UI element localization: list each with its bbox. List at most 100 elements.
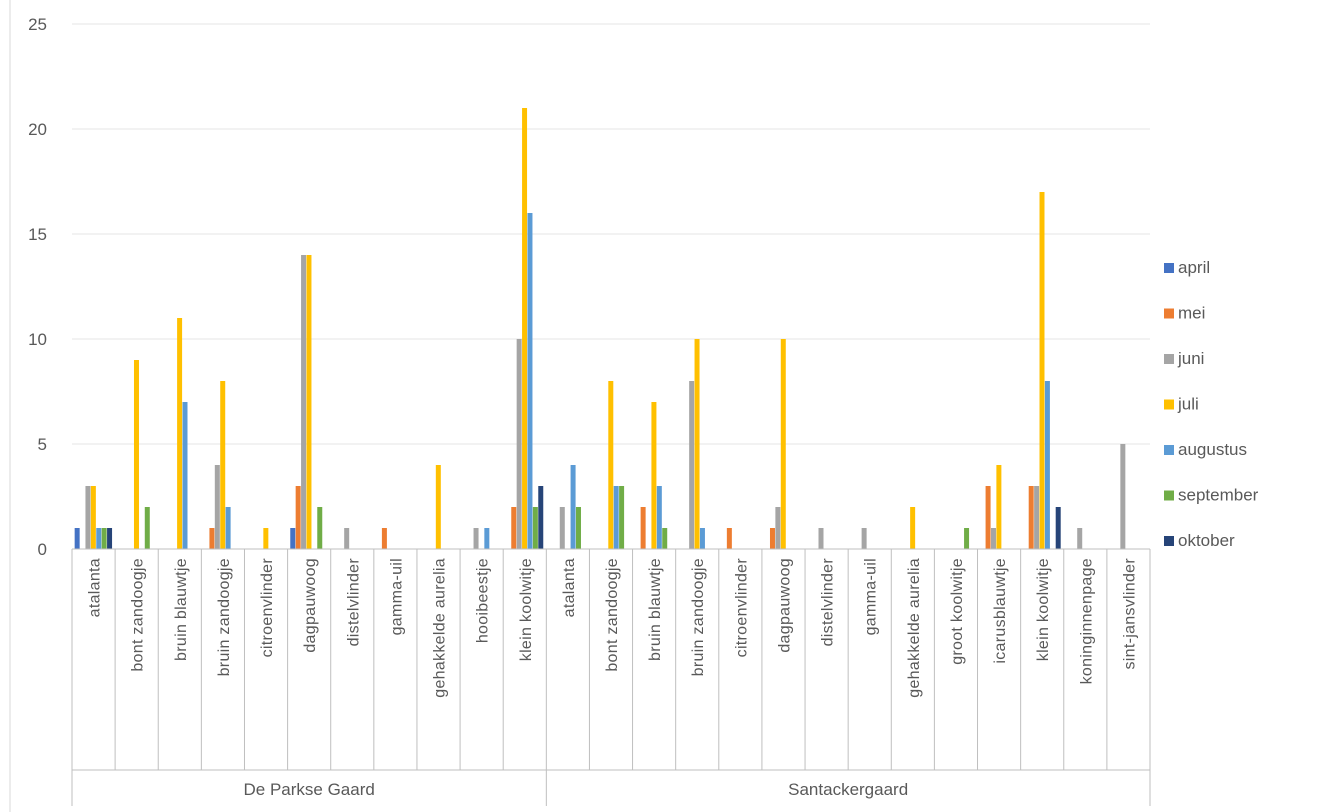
bar-augustus-hooibeestje: [484, 528, 490, 549]
y-tick-label: 5: [38, 435, 47, 454]
bar-september-bont-zandoogje: [144, 507, 150, 549]
category-label: bruin zandoogje: [690, 558, 707, 676]
bar-juni-gamma-uil: [861, 528, 867, 549]
bar-juni-sint-jansvlinder: [1120, 444, 1126, 549]
category-label: atalanta: [87, 558, 104, 617]
bar-juni-distelvlinder: [818, 528, 824, 549]
group-label: Santackergaard: [788, 780, 908, 799]
bar-oktober-klein-koolwitje: [538, 486, 544, 549]
category-label: gamma-uil: [863, 558, 880, 635]
legend-label-april: april: [1178, 258, 1210, 277]
bar-september-groot-koolwitje: [964, 528, 970, 549]
category-label: citroenvlinder: [733, 558, 750, 658]
legend-swatch-mei: [1164, 308, 1174, 319]
bar-juni-hooibeestje: [473, 528, 479, 549]
group-label: De Parkse Gaard: [243, 780, 374, 799]
category-label: bruin zandoogje: [216, 558, 233, 676]
bar-juli-klein-koolwitje: [522, 108, 528, 549]
bar-juni-atalanta: [559, 507, 565, 549]
bar-juni-dagpauwoog: [775, 507, 781, 549]
bar-augustus-bruin-blauwtje: [656, 486, 662, 549]
category-label: bruin blauwtje: [173, 558, 190, 661]
legend-swatch-april: [1164, 263, 1174, 273]
category-label: bont zandoogje: [604, 558, 621, 672]
bar-juli-icarusblauwtje: [996, 465, 1002, 549]
bar-september-atalanta: [101, 528, 107, 549]
bar-juni-bruin-zandoogje: [214, 465, 220, 549]
bar-augustus-klein-koolwitje: [1044, 381, 1050, 549]
category-label: sint-jansvlinder: [1121, 558, 1138, 670]
bar-augustus-bruin-zandoogje: [699, 528, 705, 549]
bar-juli-bruin-blauwtje: [651, 402, 657, 549]
bar-juli-klein-koolwitje: [1039, 192, 1045, 549]
legend-label-oktober: oktober: [1178, 531, 1235, 550]
y-axis: 0 5 10 15 20 25: [28, 15, 47, 559]
bar-augustus-bruin-zandoogje: [225, 507, 231, 549]
bar-september-klein-koolwitje: [532, 507, 538, 549]
bar-mei-bruin-blauwtje: [640, 507, 646, 549]
x-axis: atalanta bont zandoogje bruin blauwtje brui…: [71, 548, 1151, 806]
category-label: bruin blauwtje: [647, 558, 664, 661]
category-label: dagpauwoog: [302, 558, 319, 653]
bar-juli-bont-zandoogje: [608, 381, 614, 549]
bar-juli-dagpauwoog: [306, 255, 312, 549]
legend-label-juli: juli: [1177, 395, 1199, 414]
bar-juni-distelvlinder: [344, 528, 350, 549]
gridlines: [9, 0, 1150, 812]
category-label: dagpauwoog: [776, 558, 793, 653]
category-label: klein koolwitje: [518, 558, 535, 661]
bar-juli-gehakkelde-aurelia: [435, 465, 441, 549]
legend-swatch-juni: [1164, 354, 1174, 364]
bar-mei-icarusblauwtje: [985, 486, 991, 549]
bar-juli-gehakkelde-aurelia: [910, 507, 916, 549]
bar-juni-icarusblauwtje: [990, 528, 996, 549]
bar-september-dagpauwoog: [317, 507, 323, 549]
bar-augustus-klein-koolwitje: [527, 213, 533, 549]
bar-juli-bruin-zandoogje: [694, 339, 700, 549]
legend-swatch-juli: [1164, 399, 1174, 410]
bar-juli-dagpauwoog: [780, 339, 786, 549]
legend-label-juni: juni: [1177, 349, 1204, 368]
bar-september-bont-zandoogje: [619, 486, 625, 549]
category-label: hooibeestje: [475, 558, 492, 643]
category-label: atalanta: [561, 558, 578, 617]
category-label: bont zandoogje: [130, 558, 147, 672]
bar-augustus-bruin-blauwtje: [182, 402, 188, 549]
bar-mei-dagpauwoog: [295, 486, 301, 549]
legend-label-mei: mei: [1178, 304, 1205, 323]
bar-augustus-atalanta: [570, 465, 576, 549]
bar-juni-bruin-zandoogje: [689, 381, 695, 549]
bar-juli-atalanta: [90, 486, 96, 549]
category-label: icarusblauwtje: [992, 558, 1009, 664]
bar-juni-dagpauwoog: [301, 255, 307, 549]
category-label: gehakkelde aurelia: [906, 558, 923, 698]
legend: april mei juni juli augustus september oktober: [1164, 258, 1259, 550]
bar-april-dagpauwoog: [290, 528, 296, 549]
y-tick-label: 0: [38, 540, 47, 559]
category-label: groot koolwitje: [949, 558, 966, 665]
bar-juni-klein-koolwitje: [516, 339, 522, 549]
category-label: distelvlinder: [820, 558, 837, 647]
bar-september-bruin-blauwtje: [662, 528, 668, 549]
y-tick-label: 25: [28, 15, 47, 34]
legend-label-augustus: augustus: [1178, 440, 1247, 459]
legend-swatch-oktober: [1164, 536, 1174, 546]
y-tick-label: 20: [28, 120, 47, 139]
category-label: citroenvlinder: [259, 558, 276, 658]
bar-juli-bont-zandoogje: [133, 360, 139, 549]
bar-april-atalanta: [74, 528, 80, 549]
category-label: klein koolwitje: [1035, 558, 1052, 661]
y-tick-label: 15: [28, 225, 47, 244]
bar-mei-klein-koolwitje: [511, 507, 517, 549]
bar-juli-bruin-blauwtje: [177, 318, 183, 549]
bar-mei-klein-koolwitje: [1028, 486, 1034, 549]
bar-mei-gamma-uil: [381, 528, 387, 549]
legend-label-september: september: [1178, 486, 1259, 505]
legend-swatch-augustus: [1164, 445, 1174, 455]
legend-swatch-september: [1164, 490, 1174, 501]
category-label: distelvlinder: [345, 558, 362, 647]
category-label: gehakkelde aurelia: [432, 558, 449, 698]
bar-juni-koninginnenpage: [1077, 528, 1083, 549]
bar-oktober-atalanta: [107, 528, 113, 549]
